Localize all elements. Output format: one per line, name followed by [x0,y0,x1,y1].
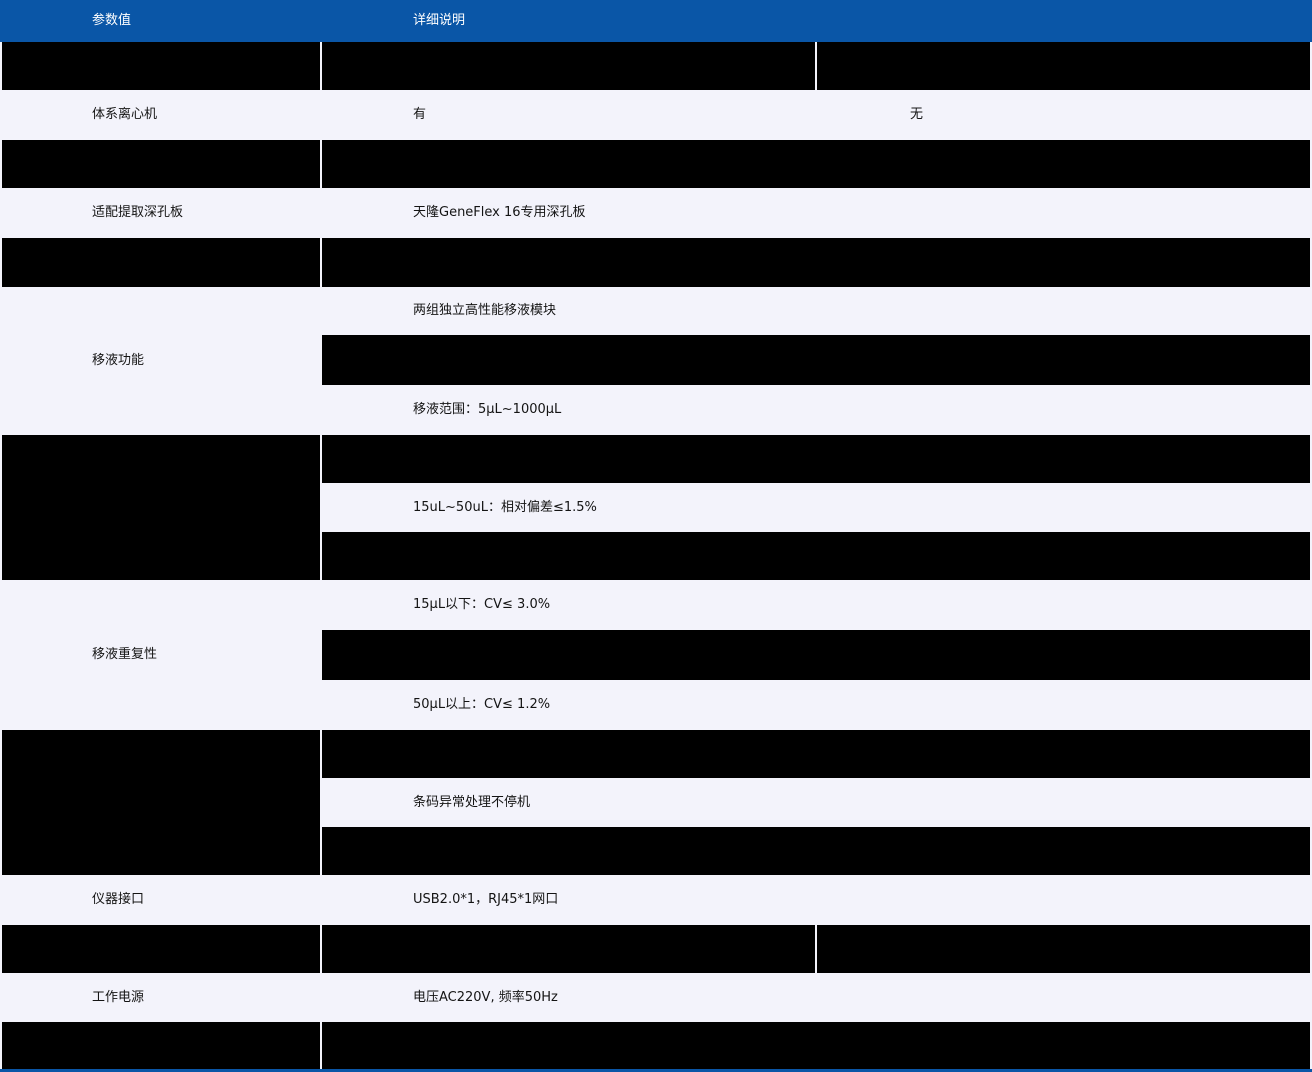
redacted-cell [322,1022,1312,1069]
table-row-pipetting-accuracy: 15uL~50uL：相对偏差≤1.5% [0,435,1312,580]
table-row-centrifuge: 体系离心机 有 无 [0,90,1312,140]
param-cell: 移液功能 [92,353,145,368]
redacted-row [0,1022,1312,1069]
redacted-row [0,238,1312,287]
value-line: 条码异常处理不停机 [322,778,1312,827]
detail-column: 条码异常处理不停机 [322,730,1312,875]
column-divider [320,730,322,875]
redacted-cell [322,238,1312,287]
value-line: 50μL以上：CV≤ 1.2% [413,697,551,712]
value-cell: 无 [910,107,924,122]
value-cell: USB2.0*1，RJ45*1网口 [413,892,559,907]
param-cell: 体系离心机 [92,107,158,122]
detail-column: 15uL~50uL：相对偏差≤1.5% [322,435,1312,580]
value-line: 15uL~50uL：相对偏差≤1.5% [322,483,1312,532]
table-header-row: 参数值 详细说明 [0,0,1312,42]
redacted-cell [322,42,815,90]
param-cell: 移液重复性 [92,647,158,662]
right-edge-line [1310,42,1312,1069]
redacted-cell [322,335,1312,385]
param-cell: 仪器接口 [92,892,145,907]
value-cell: 有 [413,107,427,122]
redacted-cell [0,730,320,875]
header-param-col: 参数值 [92,13,132,28]
param-cell: 适配提取深孔板 [92,205,184,220]
detail-column: 15μL以下：CV≤ 3.0% 50μL以上：CV≤ 1.2% [322,580,1312,730]
table-row-pipetting-function: 移液功能 两组独立高性能移液模块 移液范围：5μL~1000μL [0,287,1312,435]
redacted-cell [322,630,1312,680]
redacted-cell [817,42,1312,90]
redacted-row [0,140,1312,188]
redacted-row [0,925,1312,973]
bottom-border-bar [0,1069,1312,1072]
redacted-cell [322,827,1312,875]
table-row-deep-well-plate: 适配提取深孔板 天隆GeneFlex 16专用深孔板 [0,188,1312,238]
redacted-cell [0,1022,320,1069]
value-line: 15μL以下：CV≤ 3.0% [413,597,551,612]
redacted-cell [817,925,1312,973]
table-row-pipetting-repeatability: 移液重复性 15μL以下：CV≤ 3.0% 50μL以上：CV≤ 1.2% [0,580,1312,730]
table-row-power-supply: 工作电源 电压AC220V, 频率50Hz [0,973,1312,1022]
redacted-cell [0,238,320,287]
header-detail-col: 详细说明 [413,13,466,28]
detail-column: 两组独立高性能移液模块 移液范围：5μL~1000μL [322,287,1312,435]
redacted-cell [0,435,320,580]
value-cell: 电压AC220V, 频率50Hz [413,990,558,1005]
value-line: 两组独立高性能移液模块 [413,303,557,318]
table-row-instrument-interface: 仪器接口 USB2.0*1，RJ45*1网口 [0,875,1312,925]
table-row-barcode-handling: 条码异常处理不停机 [0,730,1312,875]
redacted-cell [322,140,1312,188]
redacted-cell [0,42,320,90]
column-divider [320,435,322,580]
redacted-cell [0,140,320,188]
value-cell: 天隆GeneFlex 16专用深孔板 [413,205,586,220]
redacted-row [0,42,1312,90]
redacted-cell [322,925,815,973]
redacted-cell [0,925,320,973]
left-edge-line [0,42,2,1069]
redacted-cell [322,435,1312,483]
redacted-cell [322,730,1312,778]
value-line: 移液范围：5μL~1000μL [413,402,562,417]
redacted-cell [322,532,1312,580]
param-cell: 工作电源 [92,990,145,1005]
